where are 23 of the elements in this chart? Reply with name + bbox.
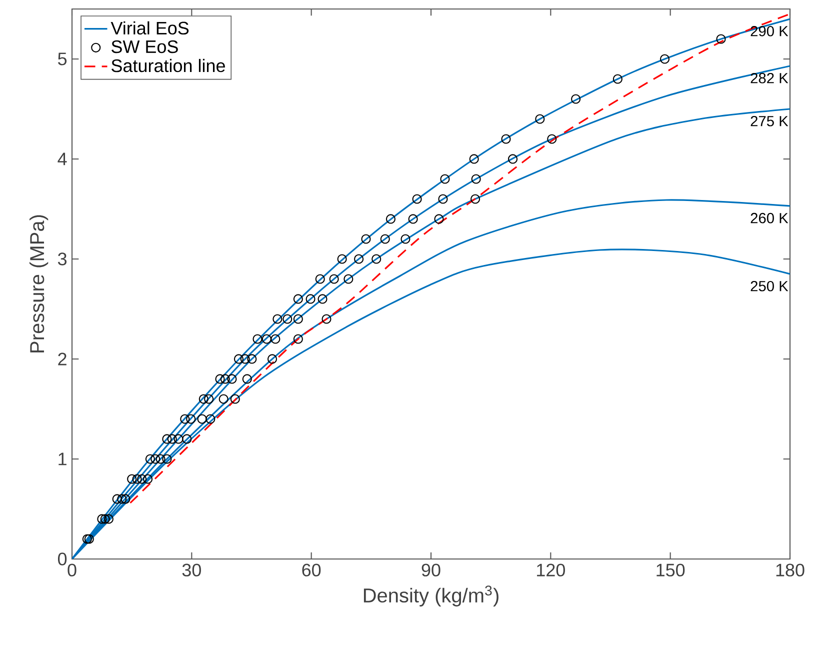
y-tick-label: 1 [58,452,66,466]
x-tick-label: 30 [182,564,201,576]
legend-label: Virial EoS [110,21,189,35]
y-tick-label: 0 [58,552,67,566]
annotation: 260 K [750,212,788,224]
y-tick-label: 3 [58,252,67,266]
legend-label: Saturation line [112,58,225,72]
x-tick-label: 180 [776,564,804,576]
y-axis-title: Pressure (MPa) [30,215,48,352]
annotation: 250 K [750,280,788,292]
annotation: 275 K [750,116,788,126]
annotation: 282 K [750,72,788,84]
y-tick-label: 2 [58,352,66,366]
y-tick-label: 5 [58,52,67,66]
x-tick-label: 120 [537,564,565,576]
x-axis-title: Density (kg/m$^{3}$) [364,586,498,606]
x-tick-label: 150 [656,564,685,576]
annotation: 290 K [750,26,788,36]
x-tick-label: 0 [68,564,76,576]
y-tick-label: 4 [58,152,67,166]
x-tick-label: 60 [302,564,321,576]
legend-label: SW EoS [112,40,178,54]
x-tick-label: 90 [422,564,440,576]
